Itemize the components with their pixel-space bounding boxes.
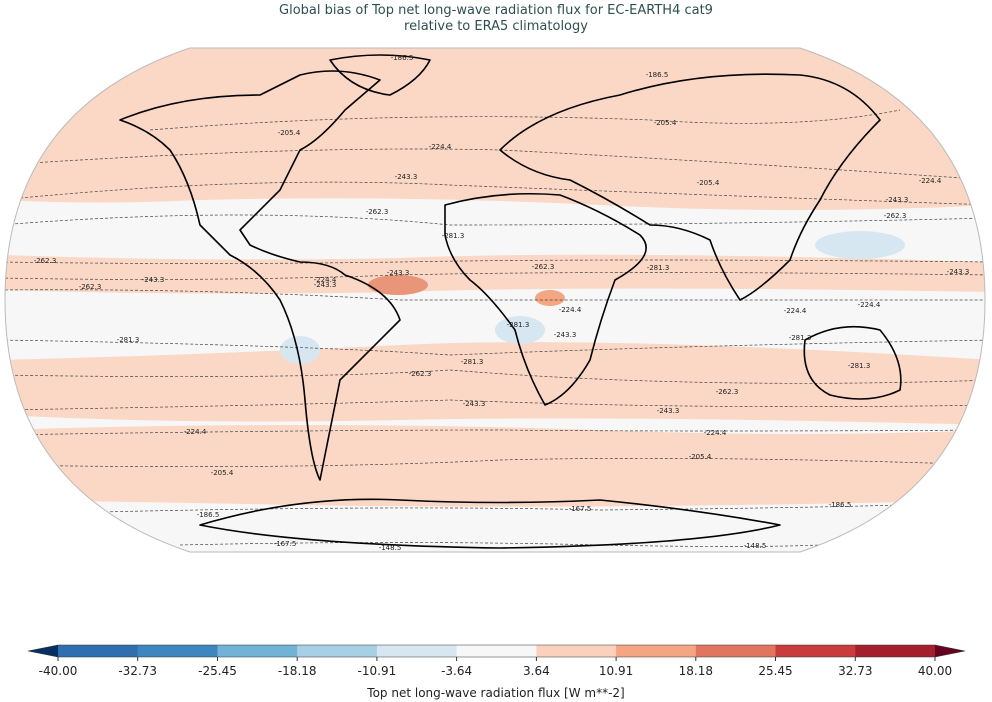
coastlines <box>119 54 902 549</box>
contour-label: -281.3 <box>789 334 812 342</box>
contour-label: -262.3 <box>409 370 432 378</box>
field-band <box>5 425 985 507</box>
contour-label: -148.5 <box>744 542 767 550</box>
colorbar-swatch <box>536 645 617 657</box>
contour-label: -262.3 <box>716 388 739 396</box>
colorbar-tick-label: 3.64 <box>523 664 550 678</box>
contour-label: -281.3 <box>848 362 871 370</box>
contour-label: -243.3 <box>657 407 680 415</box>
contour-label: -262.3 <box>884 212 907 220</box>
contour-label: -281.3 <box>647 264 670 272</box>
contour-labels: -186.5-186.5-205.4-205.4-224.4-243.3-262… <box>34 54 970 552</box>
field-band <box>5 48 985 210</box>
colorbar-tick-label: 18.18 <box>679 664 713 678</box>
colorbar-tick-label: -10.91 <box>358 664 397 678</box>
contour-label: -224.4 <box>919 177 942 185</box>
field-anomaly <box>368 275 428 295</box>
field-band <box>5 254 985 294</box>
colorbar-swatch <box>775 645 856 657</box>
colorbar-tick-label: 25.45 <box>758 664 792 678</box>
field-band <box>5 342 985 425</box>
contour-label: -262.3 <box>366 208 389 216</box>
contour-label: -186.5 <box>391 54 414 62</box>
colorbar-swatch <box>456 645 537 657</box>
colorbar-label: Top net long-wave radiation flux [W m**-… <box>366 686 624 700</box>
contour-label: -205.4 <box>697 179 720 187</box>
colorbar: Top net long-wave radiation flux [W m**-… <box>27 644 966 700</box>
contour-label: -148.5 <box>379 544 402 552</box>
contour-label: -281.3 <box>442 232 465 240</box>
colorbar-swatch <box>297 645 378 657</box>
map-field: -186.5-186.5-205.4-205.4-224.4-243.3-262… <box>5 48 985 552</box>
colorbar-tick-label: -32.73 <box>118 664 157 678</box>
contour-label: -186.5 <box>646 71 669 79</box>
contour-label: -262.3 <box>79 283 102 291</box>
contour-label: -224.4 <box>559 306 582 314</box>
contour-label: -243.3 <box>463 400 486 408</box>
contour-label: -205.4 <box>278 129 301 137</box>
contour-label: -262.3 <box>34 257 57 265</box>
title-line: Global bias of Top net long-wave radiati… <box>279 3 713 18</box>
field-anomaly <box>535 290 565 306</box>
contour-label: -205.4 <box>211 469 234 477</box>
contour-label: -224.4 <box>704 429 727 437</box>
contour-label: -186.5 <box>829 501 852 509</box>
contour-label: -243.3 <box>947 268 970 276</box>
title-line: relative to ERA5 climatology <box>404 19 588 34</box>
colorbar-swatch <box>855 645 936 657</box>
contour-label: -281.3 <box>461 358 484 366</box>
contour-label: -243.3 <box>314 281 337 289</box>
colorbar-tick-label: -18.18 <box>278 664 317 678</box>
contour-label: -243.3 <box>554 331 577 339</box>
field-anomaly <box>815 231 905 259</box>
colorbar-extend <box>935 645 965 657</box>
colorbar-tick-label: -40.00 <box>39 664 78 678</box>
colorbar-swatch <box>616 645 697 657</box>
map-frame <box>4 47 986 553</box>
contour-label: -224.4 <box>184 428 207 436</box>
contour-label: -224.4 <box>314 276 337 284</box>
contour-label: -281.3 <box>507 321 530 329</box>
colorbar-swatch <box>137 645 219 657</box>
contour-label: -224.4 <box>858 301 881 309</box>
contour-label: -243.3 <box>387 269 410 277</box>
colorbar-swatch <box>376 645 458 657</box>
colorbar-extend <box>28 645 58 657</box>
colorbar-swatch <box>58 645 139 657</box>
colorbar-tick-label: -3.64 <box>441 664 472 678</box>
field-anomaly <box>495 316 545 344</box>
colorbar-tick-label: -25.45 <box>198 664 237 678</box>
contour-label: -262.3 <box>532 263 555 271</box>
contour-label: -243.3 <box>886 196 909 204</box>
colorbar-swatch <box>217 645 298 657</box>
contour-label: -167.5 <box>274 540 297 548</box>
contour-label: -243.3 <box>395 173 418 181</box>
contour-label: -167.5 <box>569 505 592 513</box>
contour-label: -224.4 <box>429 143 452 151</box>
contour-label: -224.4 <box>784 307 807 315</box>
contour-label: -205.4 <box>654 119 677 127</box>
colorbar-tick-label: 10.91 <box>599 664 633 678</box>
contour-label: -186.5 <box>197 511 220 519</box>
field-anomaly <box>280 336 320 364</box>
colorbar-tick-label: 40.00 <box>918 664 952 678</box>
contour-label: -205.4 <box>689 453 712 461</box>
contour-label: -243.3 <box>142 276 165 284</box>
colorbar-tick-label: 32.73 <box>838 664 872 678</box>
colorbar-swatch <box>695 645 776 657</box>
contour-label: -281.3 <box>117 336 140 344</box>
